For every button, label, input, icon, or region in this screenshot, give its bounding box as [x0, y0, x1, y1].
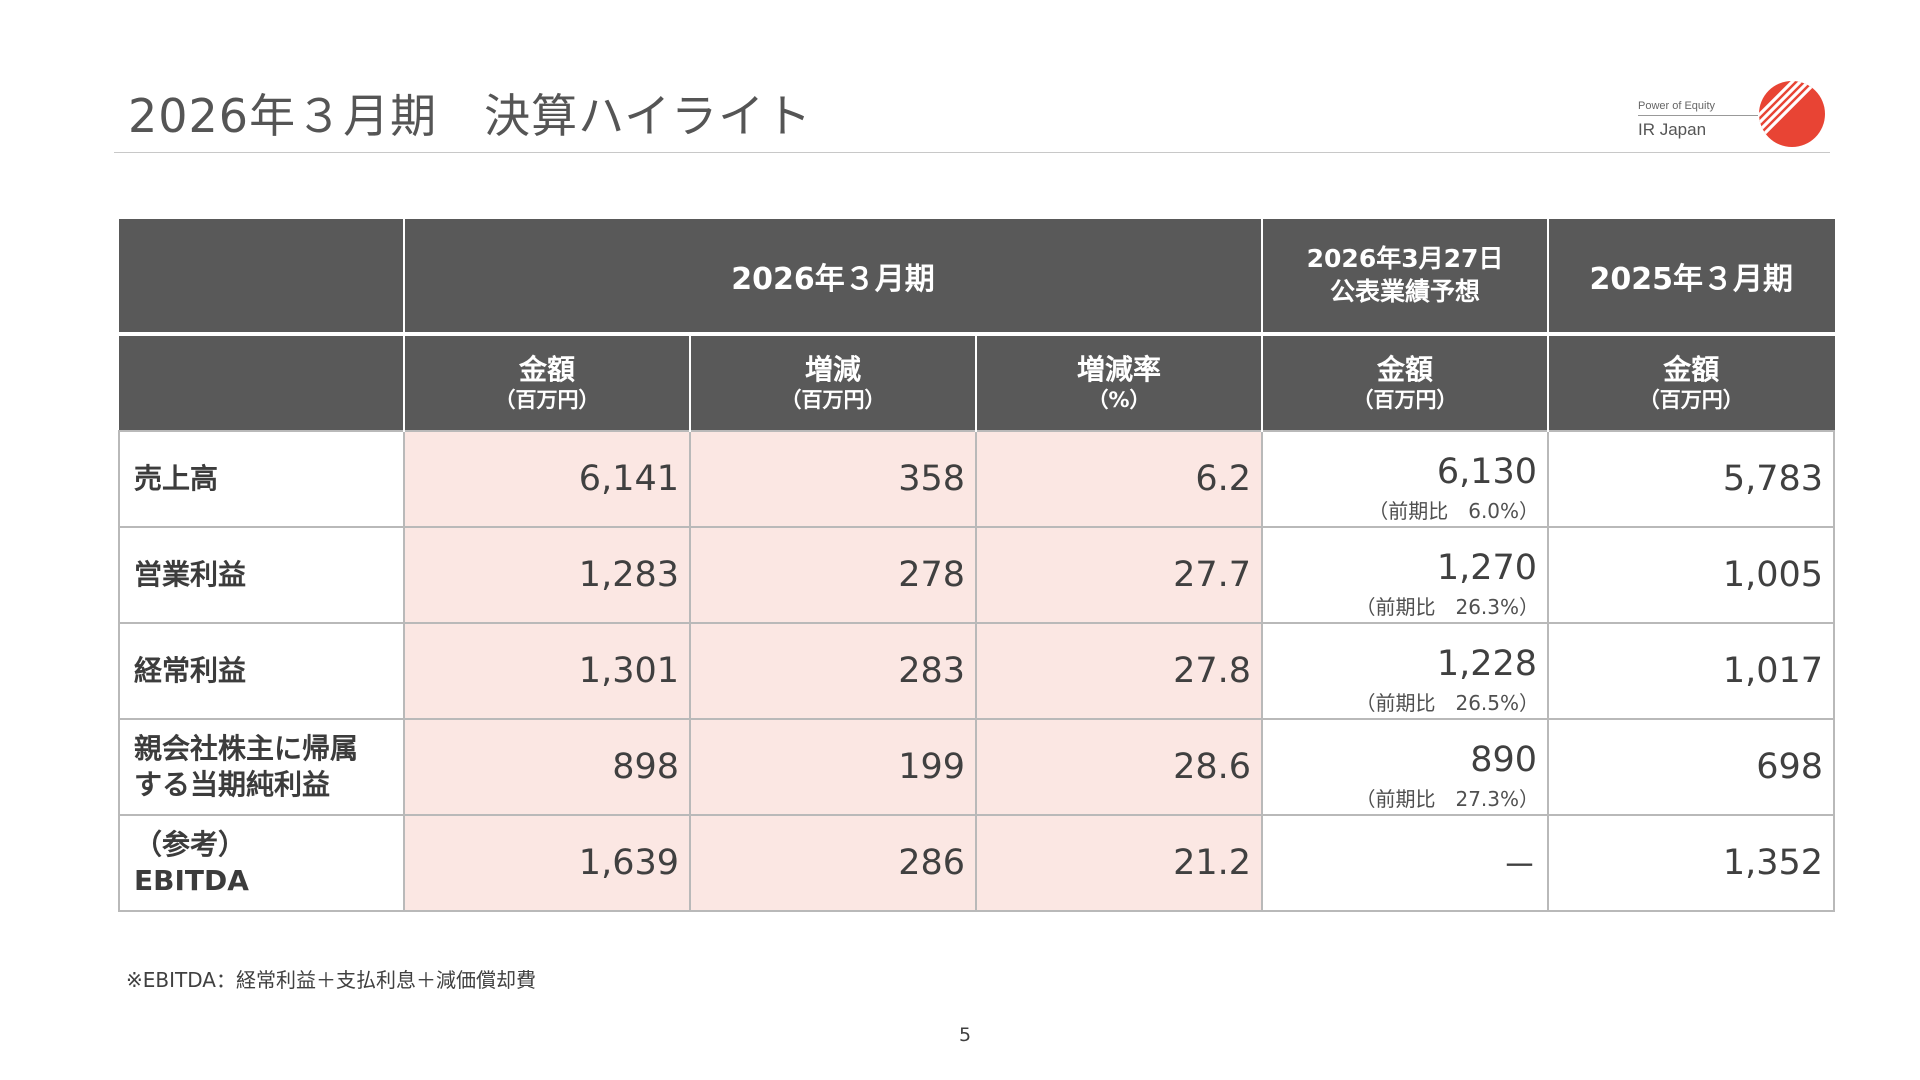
amount-cell: 898 — [403, 718, 691, 816]
row-label: 売上高 — [118, 430, 405, 528]
title-divider — [114, 152, 1830, 153]
change-cell: 286 — [689, 814, 977, 912]
forecast-note: （前期比 26.5%） — [1355, 691, 1540, 715]
forecast-cell: 1,270 （前期比 26.3%） — [1261, 526, 1550, 624]
prior-cell: 1,005 — [1547, 526, 1836, 624]
current-period-header: 2026年３月期 — [402, 219, 1264, 336]
unit-label: （百万円） — [1352, 388, 1458, 413]
row-label: 経常利益 — [118, 622, 405, 720]
table-row: 売上高 6,141 358 6.2 6,130 （前期比 6.0%） 5,783 — [118, 430, 1836, 528]
unit-label: （百万円） — [1638, 388, 1744, 413]
forecast-cell: 1,228 （前期比 26.5%） — [1261, 622, 1550, 720]
forecast-value: 1,228 — [1436, 644, 1538, 684]
row-label-line1: （参考） — [134, 827, 247, 861]
logo-divider — [1638, 115, 1758, 116]
forecast-date: 2026年3月27日 — [1306, 244, 1504, 273]
row-label-line1: 親会社株主に帰属 — [134, 731, 359, 765]
forecast-amount-header: 金額 （百万円） — [1261, 334, 1550, 431]
row-label: （参考） EBITDA — [118, 814, 405, 912]
forecast-cell: － — [1261, 814, 1550, 912]
unit-label: （百万円） — [494, 388, 600, 413]
table-row: 営業利益 1,283 278 27.7 1,270 （前期比 26.3%） 1,… — [118, 526, 1836, 624]
rate-cell: 28.6 — [974, 718, 1264, 816]
forecast-amount-label: 金額 — [1377, 353, 1434, 387]
rate-cell: 6.2 — [974, 430, 1264, 528]
forecast-value: 1,270 — [1436, 548, 1538, 588]
table-row: （参考） EBITDA 1,639 286 21.2 － 1,352 — [118, 814, 1836, 912]
forecast-note: （前期比 26.3%） — [1355, 595, 1540, 619]
prior-cell: 1,017 — [1547, 622, 1836, 720]
logo-mark-icon — [1759, 81, 1825, 147]
unit-label: （百万円） — [780, 388, 886, 413]
unit-label: （%） — [1087, 388, 1151, 413]
row-label-line2: する当期純利益 — [134, 768, 331, 801]
prior-amount-label: 金額 — [1663, 353, 1720, 387]
amount-header: 金額 （百万円） — [403, 334, 691, 431]
forecast-note: （前期比 27.3%） — [1355, 787, 1540, 811]
page-number: 5 — [958, 1024, 972, 1046]
prior-period-header: 2025年３月期 — [1547, 219, 1835, 336]
table-row: 経常利益 1,301 283 27.8 1,228 （前期比 26.5%） 1,… — [118, 622, 1836, 720]
change-rate-header: 増減率 （%） — [974, 334, 1264, 431]
page-title: 2026年３月期 決算ハイライト — [128, 89, 813, 143]
forecast-cell: 890 （前期比 27.3%） — [1261, 718, 1550, 816]
prior-cell: 5,783 — [1547, 430, 1836, 528]
rate-cell: 21.2 — [974, 814, 1264, 912]
amount-cell: 1,639 — [403, 814, 691, 912]
corner-subheader — [118, 334, 405, 431]
amount-cell: 6,141 — [403, 430, 691, 528]
amount-cell: 1,283 — [403, 526, 691, 624]
corner-header — [118, 219, 405, 336]
forecast-value: 6,130 — [1436, 452, 1538, 492]
forecast-header: 2026年3月27日 公表業績予想 — [1261, 219, 1550, 336]
change-cell: 283 — [689, 622, 977, 720]
amount-label: 金額 — [518, 353, 575, 387]
forecast-note: （前期比 6.0%） — [1368, 499, 1540, 523]
prior-cell: 1,352 — [1547, 814, 1836, 912]
row-label: 親会社株主に帰属 する当期純利益 — [118, 718, 405, 816]
change-cell: 199 — [689, 718, 977, 816]
change-header: 増減 （百万円） — [689, 334, 977, 431]
change-label: 増減 — [804, 353, 861, 387]
change-cell: 358 — [689, 430, 977, 528]
results-table: 2026年３月期 2026年3月27日 公表業績予想 2025年３月期 金額 （… — [118, 219, 1836, 912]
table-row: 親会社株主に帰属 する当期純利益 898 199 28.6 890 （前期比 2… — [118, 718, 1836, 816]
change-rate-label: 増減率 — [1077, 353, 1162, 387]
logo-tagline: Power of Equity — [1638, 100, 1716, 112]
change-cell: 278 — [689, 526, 977, 624]
rate-cell: 27.7 — [974, 526, 1264, 624]
logo-company-name: IR Japan — [1638, 120, 1707, 139]
prior-amount-header: 金額 （百万円） — [1547, 334, 1835, 431]
forecast-value: 890 — [1470, 740, 1538, 780]
footnote: ※EBITDA：経常利益＋支払利息＋減価償却費 — [126, 968, 536, 992]
rate-cell: 27.8 — [974, 622, 1264, 720]
forecast-cell: 6,130 （前期比 6.0%） — [1261, 430, 1550, 528]
amount-cell: 1,301 — [403, 622, 691, 720]
forecast-label: 公表業績予想 — [1330, 276, 1481, 306]
row-label-line2: EBITDA — [134, 864, 249, 897]
prior-cell: 698 — [1547, 718, 1836, 816]
row-label: 営業利益 — [118, 526, 405, 624]
company-logo: Power of Equity IR Japan — [1636, 80, 1836, 148]
